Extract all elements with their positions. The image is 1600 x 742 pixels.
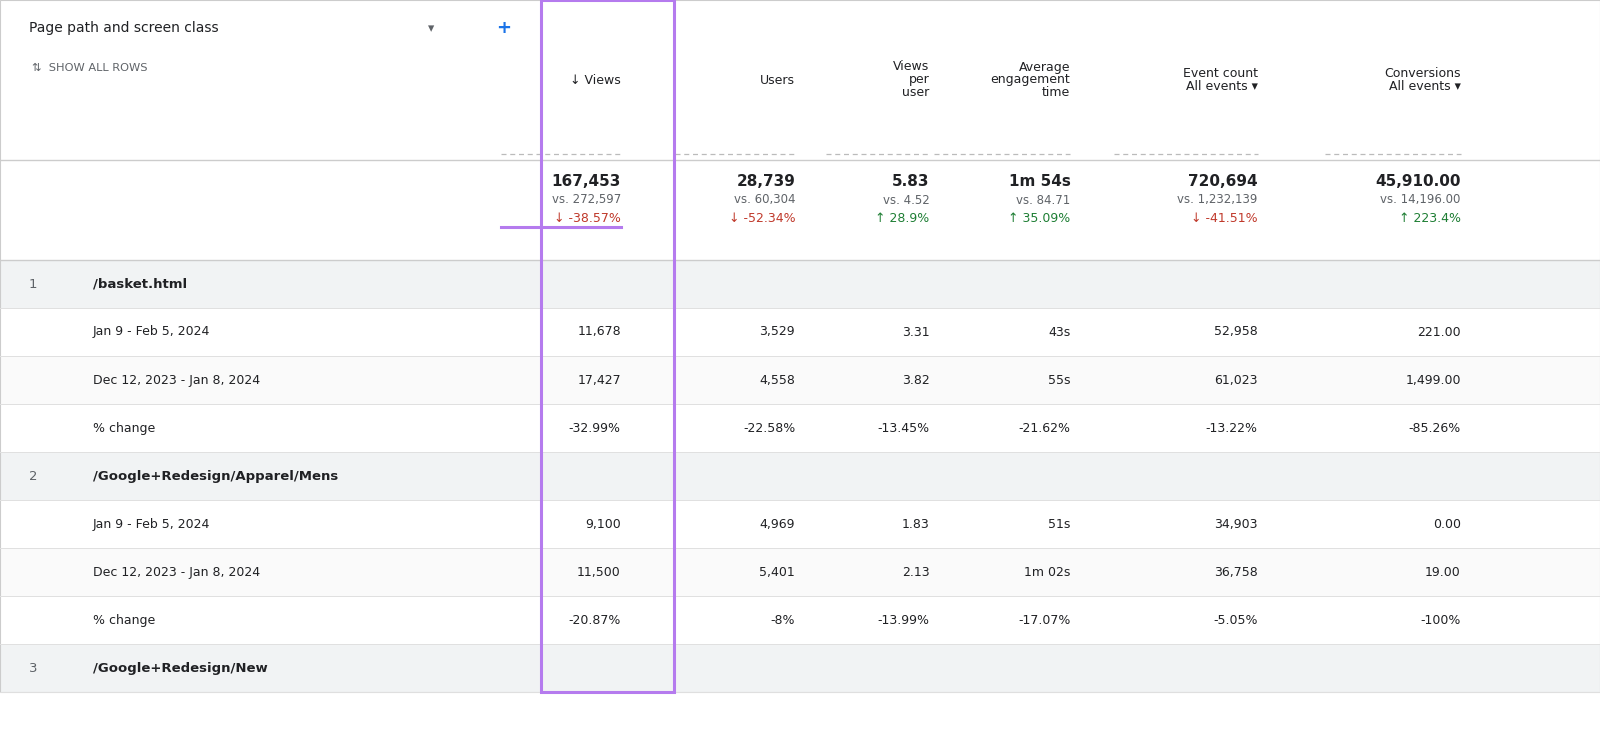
Text: vs. 4.52: vs. 4.52 — [883, 194, 930, 206]
Text: /Google+Redesign/Apparel/Mens: /Google+Redesign/Apparel/Mens — [93, 470, 338, 482]
Text: -21.62%: -21.62% — [1019, 421, 1070, 435]
Text: 1,499.00: 1,499.00 — [1405, 373, 1461, 387]
Text: Conversions: Conversions — [1384, 67, 1461, 80]
Text: 2: 2 — [29, 470, 37, 482]
Text: Dec 12, 2023 - Jan 8, 2024: Dec 12, 2023 - Jan 8, 2024 — [93, 565, 259, 579]
Text: 1: 1 — [29, 278, 37, 291]
Text: 9,100: 9,100 — [586, 517, 621, 531]
Text: All events ▾: All events ▾ — [1186, 80, 1258, 93]
Text: -22.58%: -22.58% — [742, 421, 795, 435]
Text: 17,427: 17,427 — [578, 373, 621, 387]
Bar — [0, 644, 1600, 692]
Text: -13.22%: -13.22% — [1206, 421, 1258, 435]
Text: ↓ -52.34%: ↓ -52.34% — [728, 211, 795, 225]
Text: 3: 3 — [29, 662, 37, 674]
Text: 1m 54s: 1m 54s — [1008, 174, 1070, 189]
Bar — [0, 308, 1600, 356]
Text: % change: % change — [93, 421, 155, 435]
Text: /basket.html: /basket.html — [93, 278, 187, 291]
Text: 3.82: 3.82 — [902, 373, 930, 387]
Text: engagement: engagement — [990, 73, 1070, 87]
Text: ↓ -38.57%: ↓ -38.57% — [554, 211, 621, 225]
Text: 720,694: 720,694 — [1187, 174, 1258, 189]
Text: vs. 84.71: vs. 84.71 — [1016, 194, 1070, 206]
Text: ▾: ▾ — [424, 22, 434, 34]
Text: 61,023: 61,023 — [1214, 373, 1258, 387]
Text: 55s: 55s — [1048, 373, 1070, 387]
Text: 28,739: 28,739 — [736, 174, 795, 189]
Text: ↑ 28.9%: ↑ 28.9% — [875, 211, 930, 225]
Bar — [0, 0, 1600, 160]
Text: -8%: -8% — [771, 614, 795, 626]
Bar — [0, 596, 1600, 644]
Text: 19.00: 19.00 — [1426, 565, 1461, 579]
Text: per: per — [909, 73, 930, 87]
Bar — [0, 404, 1600, 452]
Text: vs. 272,597: vs. 272,597 — [552, 194, 621, 206]
Text: -13.99%: -13.99% — [877, 614, 930, 626]
Text: 4,558: 4,558 — [760, 373, 795, 387]
Text: % change: % change — [93, 614, 155, 626]
Text: /Google+Redesign/New: /Google+Redesign/New — [93, 662, 267, 674]
Text: Jan 9 - Feb 5, 2024: Jan 9 - Feb 5, 2024 — [93, 326, 210, 338]
Text: ↓ -41.51%: ↓ -41.51% — [1190, 211, 1258, 225]
Text: +: + — [496, 19, 510, 37]
Text: -32.99%: -32.99% — [570, 421, 621, 435]
Text: 34,903: 34,903 — [1214, 517, 1258, 531]
Text: vs. 14,196.00: vs. 14,196.00 — [1381, 194, 1461, 206]
Text: 3.31: 3.31 — [902, 326, 930, 338]
Text: ↑ 223.4%: ↑ 223.4% — [1398, 211, 1461, 225]
Bar — [0, 452, 1600, 500]
Text: Dec 12, 2023 - Jan 8, 2024: Dec 12, 2023 - Jan 8, 2024 — [93, 373, 259, 387]
Text: Average: Average — [1019, 61, 1070, 73]
Text: 1m 02s: 1m 02s — [1024, 565, 1070, 579]
Text: Page path and screen class: Page path and screen class — [29, 21, 219, 35]
Text: -5.05%: -5.05% — [1213, 614, 1258, 626]
Bar — [0, 260, 1600, 308]
Text: 11,678: 11,678 — [578, 326, 621, 338]
Text: Jan 9 - Feb 5, 2024: Jan 9 - Feb 5, 2024 — [93, 517, 210, 531]
Text: ↑ 35.09%: ↑ 35.09% — [1008, 211, 1070, 225]
Text: -100%: -100% — [1421, 614, 1461, 626]
Text: 51s: 51s — [1048, 517, 1070, 531]
Bar — [0, 356, 1600, 404]
Text: 5.83: 5.83 — [893, 174, 930, 189]
Text: 36,758: 36,758 — [1214, 565, 1258, 579]
Text: 167,453: 167,453 — [552, 174, 621, 189]
Text: 1.83: 1.83 — [902, 517, 930, 531]
Text: 11,500: 11,500 — [578, 565, 621, 579]
Bar — [0, 500, 1600, 548]
Text: Event count: Event count — [1182, 67, 1258, 80]
Text: -85.26%: -85.26% — [1408, 421, 1461, 435]
Bar — [0, 160, 1600, 260]
Text: 45,910.00: 45,910.00 — [1376, 174, 1461, 189]
Text: 3,529: 3,529 — [760, 326, 795, 338]
Text: 43s: 43s — [1048, 326, 1070, 338]
Text: 2.13: 2.13 — [902, 565, 930, 579]
Text: All events ▾: All events ▾ — [1389, 80, 1461, 93]
Text: user: user — [902, 87, 930, 99]
Text: -20.87%: -20.87% — [568, 614, 621, 626]
Bar — [0, 548, 1600, 596]
Text: -13.45%: -13.45% — [877, 421, 930, 435]
Text: Users: Users — [760, 73, 795, 87]
Text: ↓ Views: ↓ Views — [570, 73, 621, 87]
Text: -17.07%: -17.07% — [1018, 614, 1070, 626]
Text: time: time — [1042, 87, 1070, 99]
Text: vs. 1,232,139: vs. 1,232,139 — [1178, 194, 1258, 206]
Text: 221.00: 221.00 — [1418, 326, 1461, 338]
Text: ⇅  SHOW ALL ROWS: ⇅ SHOW ALL ROWS — [32, 63, 147, 73]
Text: vs. 60,304: vs. 60,304 — [734, 194, 795, 206]
Text: 0.00: 0.00 — [1434, 517, 1461, 531]
Text: 52,958: 52,958 — [1214, 326, 1258, 338]
Text: 4,969: 4,969 — [760, 517, 795, 531]
Text: 5,401: 5,401 — [760, 565, 795, 579]
Text: Views: Views — [893, 61, 930, 73]
